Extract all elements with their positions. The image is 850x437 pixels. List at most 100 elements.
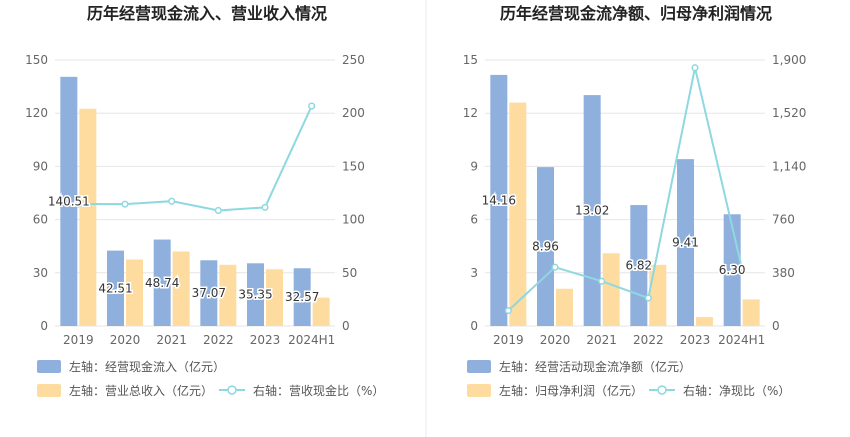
chart2-right-tick-label: 1,140: [772, 159, 806, 173]
chart1-ratio-line: [78, 105, 313, 212]
chart2-bar-primary: [677, 159, 694, 326]
chart1-ratio-point: [261, 203, 269, 211]
chart2-ratio-point: [504, 307, 512, 315]
chart1-left-tick-label: 30: [33, 266, 48, 280]
chart2-data-label: 13.02: [575, 204, 609, 218]
chart2-ratio-point: [738, 263, 746, 271]
chart1-title: 历年经营现金流入、营业收入情况: [87, 4, 327, 23]
chart1-legend-swatch-primary: [37, 360, 61, 373]
chart2-ratio-point: [598, 277, 606, 285]
chart1-x-tick-label: 2024H1: [288, 333, 335, 347]
chart2-ratio-point: [644, 294, 652, 302]
chart2-bar-secondary: [696, 317, 713, 326]
chart2-right-tick-label: 1,900: [772, 53, 806, 67]
chart1-bar-primary: [293, 268, 311, 326]
chart1-data-label: 42.51: [98, 281, 132, 295]
chart1-left-tick-label: 150: [25, 53, 48, 67]
chart1-bar-secondary: [312, 297, 330, 326]
chart1-right-tick-label: 50: [342, 266, 357, 280]
chart2-bar-secondary: [602, 253, 620, 326]
chart1-x-tick-label: 2020: [110, 333, 141, 347]
chart1-left-tick-label: 60: [33, 213, 48, 227]
chart2-left-tick-label: 12: [463, 106, 478, 120]
chart2-x-tick-label: 2020: [540, 333, 571, 347]
chart2-bar-secondary: [649, 264, 667, 326]
chart1-left-tick-label: 120: [25, 106, 48, 120]
chart1-data-label: 37.07: [192, 286, 226, 300]
chart1-bar-secondary: [266, 269, 283, 326]
chart1-right-tick-label: 0: [342, 319, 350, 333]
chart2-bar-primary: [583, 95, 601, 326]
chart1-legend-label-secondary: 左轴：营业总收入（亿元）: [69, 383, 213, 398]
chart2-legend-swatch-primary: [467, 360, 491, 373]
chart1-data-label: 35.35: [238, 288, 272, 302]
chart1-bar-secondary: [172, 251, 190, 326]
chart1-ratio-point: [168, 197, 176, 205]
chart2-right-tick-label: 760: [772, 213, 795, 227]
chart2-x-tick-label: 2024H1: [718, 333, 765, 347]
chart2-right-tick-label: 380: [772, 266, 795, 280]
chart2-x-tick-label: 2022: [633, 333, 664, 347]
chart2-data-label: 9.41: [672, 236, 699, 250]
chart1-right-tick-label: 100: [342, 213, 365, 227]
chart1-legend-label-primary: 左轴：经营现金流入（亿元）: [69, 359, 225, 374]
chart1-bar-primary: [107, 250, 124, 326]
chart2-legend-label-primary: 左轴：经营活动现金流净额（亿元）: [499, 359, 691, 374]
chart2-bar-primary: [490, 74, 508, 326]
chart2-left-tick-label: 9: [470, 159, 478, 173]
chart2-data-label: 14.16: [482, 193, 516, 207]
chart1-x-tick-label: 2019: [63, 333, 94, 347]
chart2-ratio-point: [691, 64, 699, 72]
chart1-bar-secondary: [126, 259, 143, 326]
chart2-data-label: 6.30: [719, 263, 746, 277]
chart1-ratio-point: [308, 102, 316, 110]
chart1-bar-primary: [200, 260, 218, 326]
chart2-data-label: 8.96: [532, 240, 559, 254]
chart1-ratio-point: [214, 206, 222, 214]
chart1-bar-secondary: [79, 108, 97, 327]
chart2-bar-primary: [537, 167, 554, 326]
chart1-x-tick-label: 2021: [156, 333, 187, 347]
chart1-ratio-point: [74, 200, 82, 208]
chart1-bar-primary: [153, 239, 171, 326]
chart2-data-label: 6.82: [625, 259, 652, 273]
chart2-right-tick-label: 0: [772, 319, 780, 333]
chart1-legend-label-line: 右轴：营收现金比（%）: [253, 383, 384, 398]
chart1-data-label: 32.57: [285, 290, 319, 304]
chart2-x-tick-label: 2023: [680, 333, 711, 347]
chart1-legend-swatch-line-marker: [227, 385, 237, 395]
chart2-ratio-point: [551, 263, 559, 271]
chart1-x-tick-label: 2022: [203, 333, 234, 347]
chart1-left-tick-label: 90: [33, 159, 48, 173]
chart2-bar-secondary: [556, 288, 573, 326]
chart1-data-label: 140.51: [48, 194, 90, 208]
chart1-right-tick-label: 150: [342, 159, 365, 173]
chart2-title: 历年经营现金流净额、归母净利润情况: [500, 4, 772, 23]
chart2-legend-swatch-secondary: [467, 384, 491, 397]
chart2-bar-secondary: [509, 102, 527, 326]
chart1-bar-primary: [60, 76, 78, 326]
chart1-right-tick-label: 250: [342, 53, 365, 67]
chart1-bar-secondary: [219, 264, 237, 326]
chart2-left-tick-label: 6: [470, 213, 478, 227]
chart1-data-label: 48.74: [145, 276, 179, 290]
chart2-x-tick-label: 2021: [586, 333, 617, 347]
chart2-left-tick-label: 15: [463, 53, 478, 67]
chart2-legend-label-line: 右轴：净现比（%）: [683, 383, 790, 398]
chart1-ratio-point: [121, 200, 129, 208]
chart2-left-tick-label: 3: [470, 266, 478, 280]
chart2-ratio-line: [507, 67, 743, 312]
chart1-bar-primary: [247, 263, 264, 326]
chart1-x-tick-label: 2023: [250, 333, 281, 347]
chart2-left-tick-label: 0: [470, 319, 478, 333]
chart1-legend-swatch-secondary: [37, 384, 61, 397]
chart2-legend-swatch-line-marker: [657, 385, 667, 395]
chart2-bar-secondary: [742, 299, 760, 326]
chart2-x-tick-label: 2019: [493, 333, 524, 347]
chart1-right-tick-label: 200: [342, 106, 365, 120]
chart2-legend-label-secondary: 左轴：归母净利润（亿元）: [499, 383, 643, 398]
chart2-right-tick-label: 1,520: [772, 106, 806, 120]
chart1-left-tick-label: 0: [40, 319, 48, 333]
